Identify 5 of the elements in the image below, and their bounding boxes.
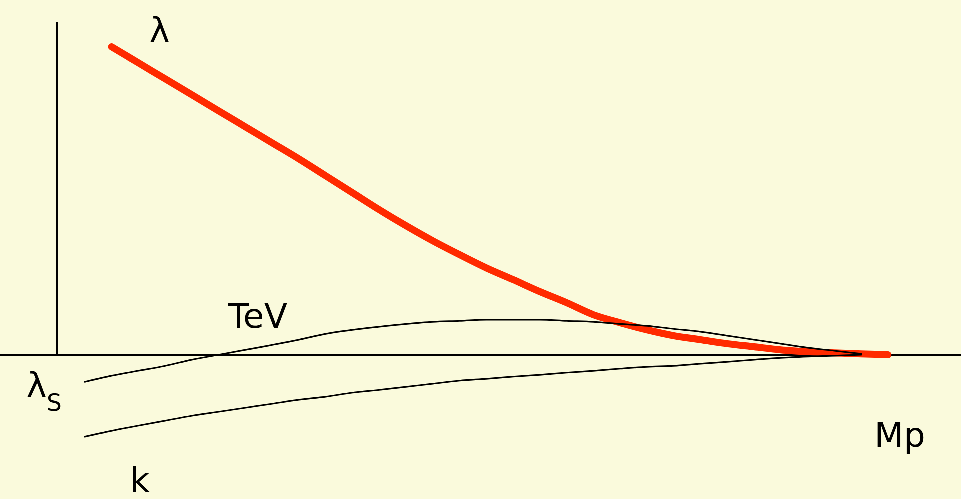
annotation: TeV: [227, 297, 288, 337]
series-label: λ$_{S}$: [26, 366, 62, 418]
annotation: Mp: [874, 416, 926, 456]
series-label: λ: [150, 11, 170, 51]
series-label: k: [130, 460, 150, 499]
